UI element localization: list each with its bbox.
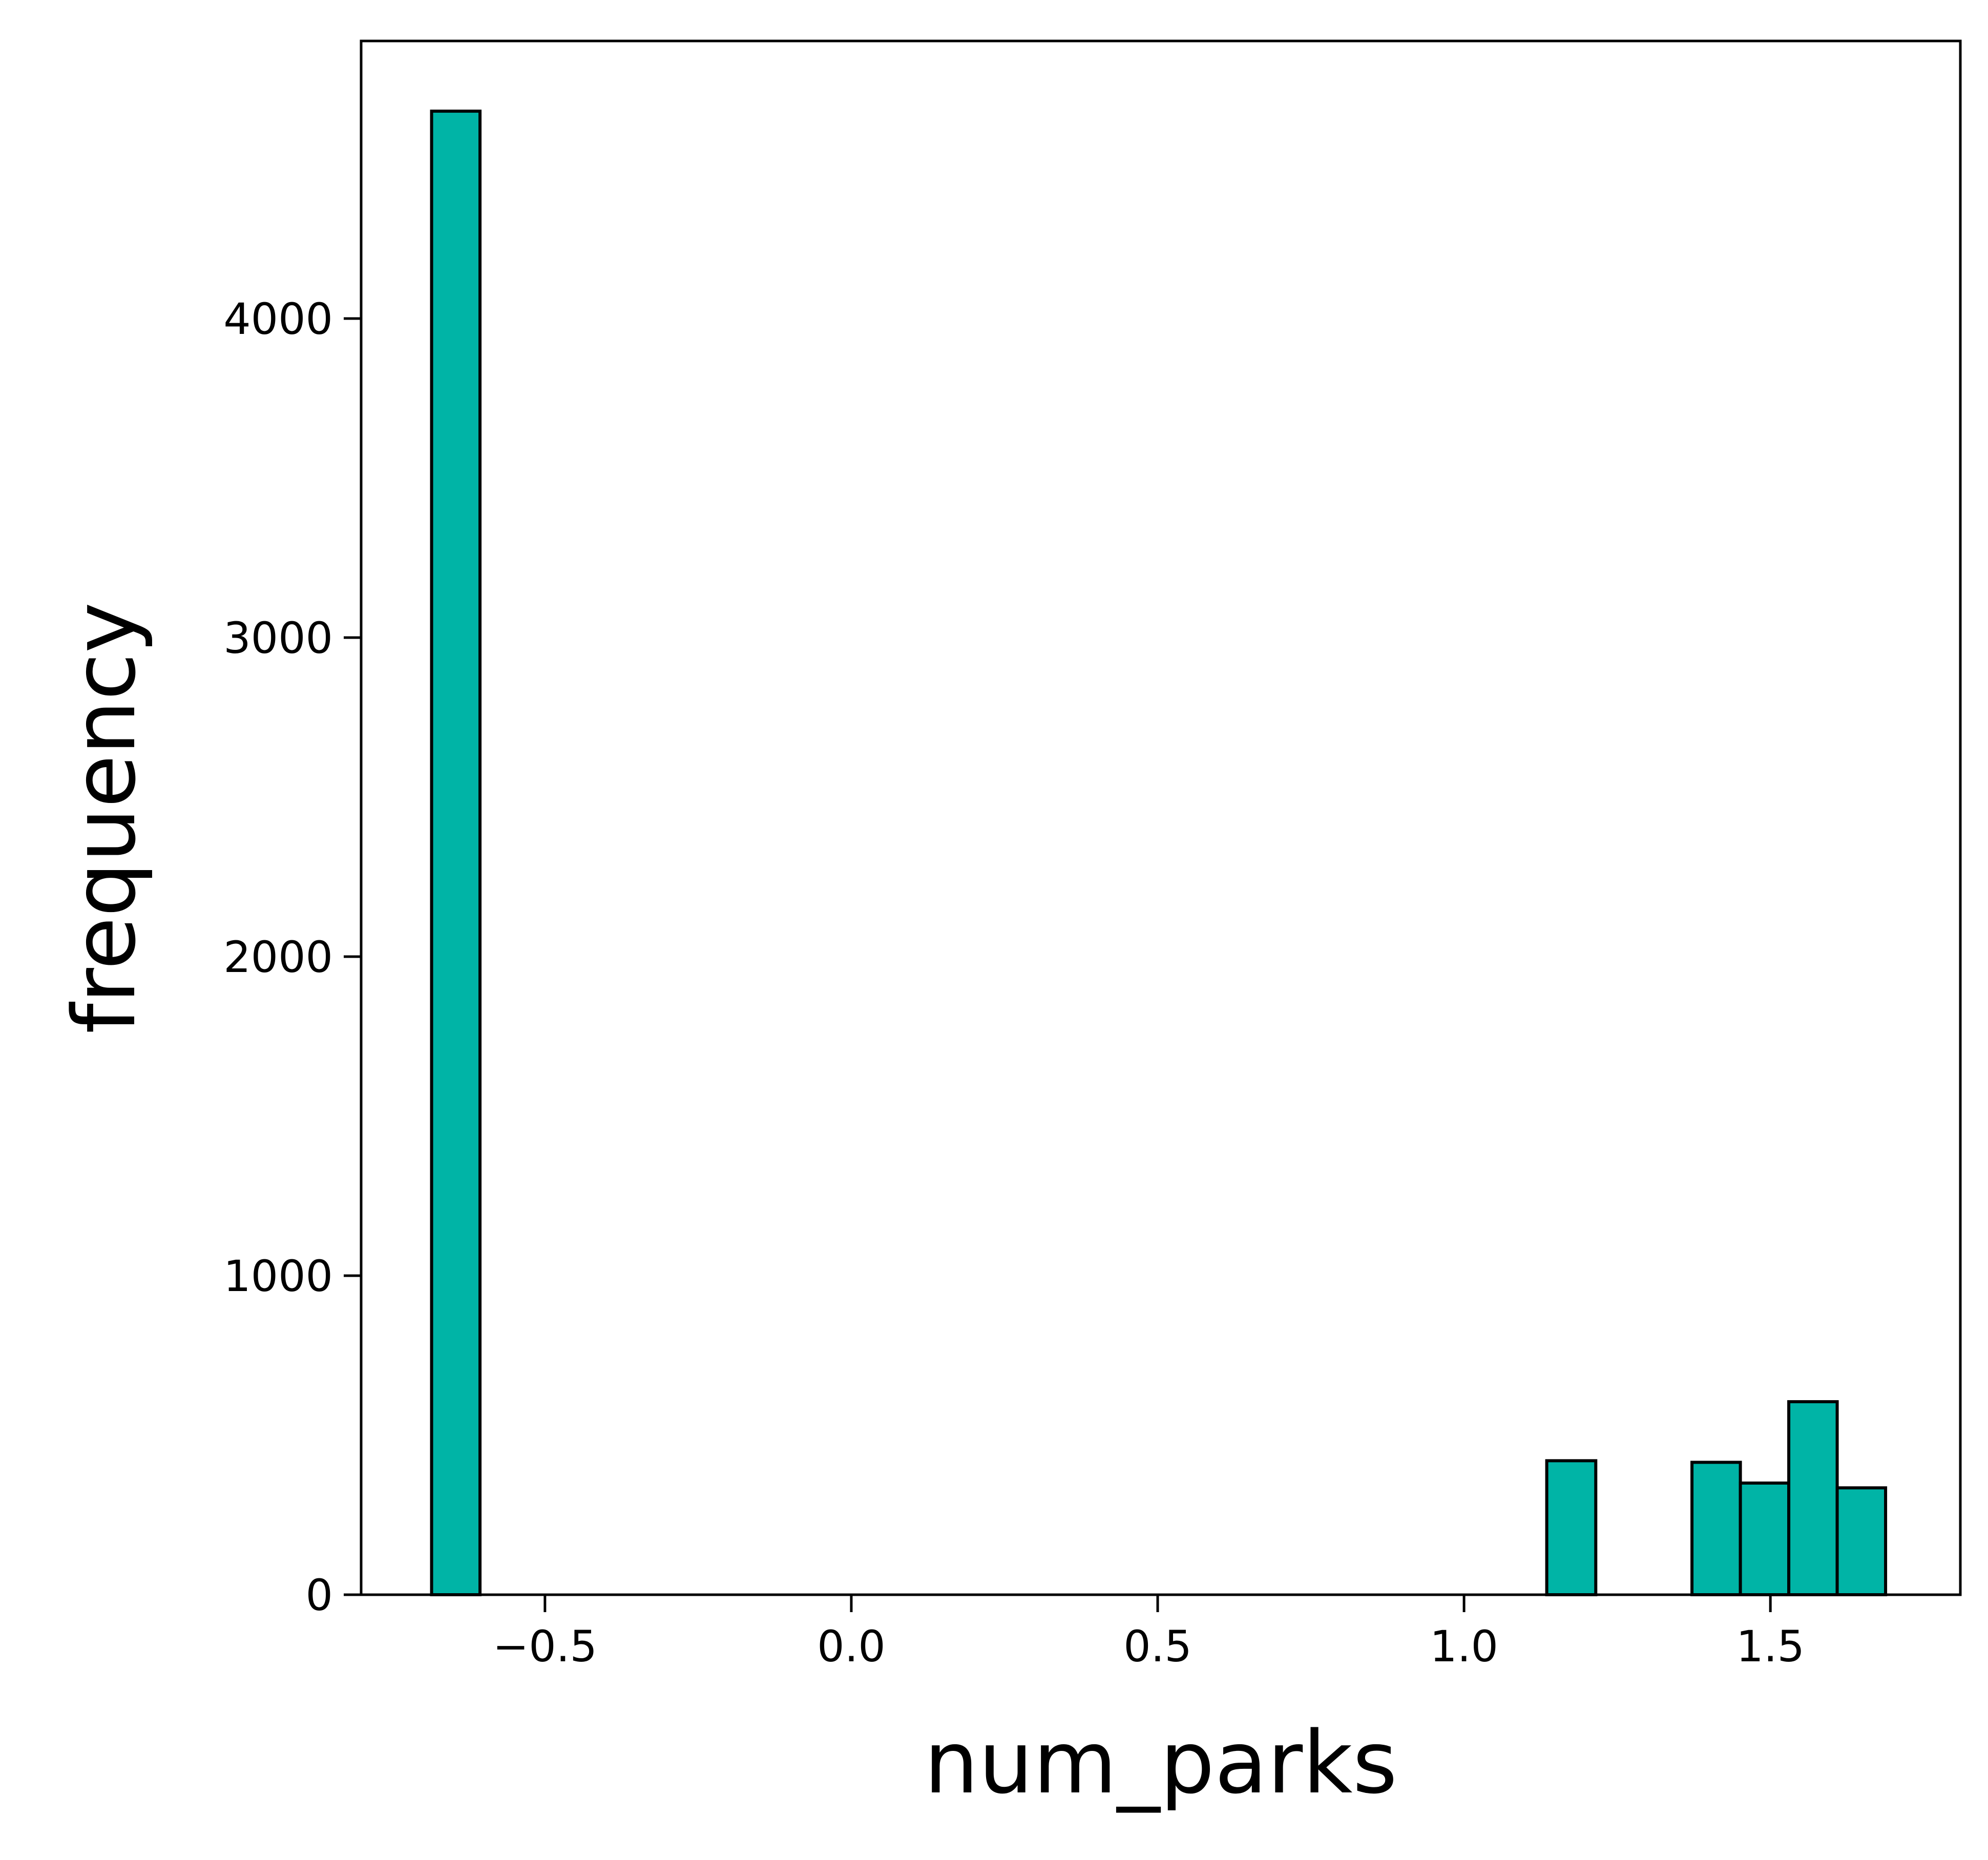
y-tick-label: 2000 <box>223 932 333 982</box>
x-axis-ticks: −0.5 0.0 0.5 1.0 1.5 <box>493 1595 1805 1672</box>
histogram-bar <box>1787 1400 1839 1596</box>
histogram-bar <box>1545 1459 1598 1596</box>
y-tick-label: 0 <box>306 1570 333 1620</box>
y-tick-label: 4000 <box>223 294 333 344</box>
histogram-bar <box>1690 1461 1742 1596</box>
x-tick-label: 1.0 <box>1430 1621 1498 1672</box>
y-tick-label: 1000 <box>223 1251 333 1301</box>
y-axis-ticks: 0 1000 2000 3000 4000 <box>223 294 361 1620</box>
histogram-bar <box>1835 1486 1888 1596</box>
histogram-bar <box>430 110 482 1596</box>
plot-frame <box>360 39 1962 1596</box>
x-tick-label: −0.5 <box>493 1621 597 1672</box>
x-tick-label: 1.5 <box>1736 1621 1805 1672</box>
y-tick-label: 3000 <box>223 613 333 663</box>
x-tick-label: 0.0 <box>817 1621 886 1672</box>
histogram-bars <box>430 110 1888 1596</box>
x-tick-label: 0.5 <box>1123 1621 1192 1672</box>
x-axis-label: num_parks <box>924 1713 1397 1813</box>
histogram-bar <box>1739 1481 1791 1596</box>
y-axis-label: frequency <box>54 602 155 1034</box>
